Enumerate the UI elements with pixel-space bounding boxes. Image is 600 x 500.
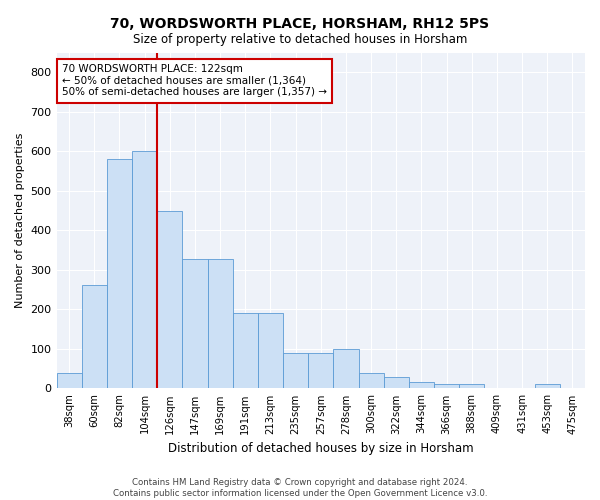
Bar (258, 312, 283, 388)
Bar (56, 374, 82, 388)
Bar (334, 349, 359, 389)
Bar (107, 159, 132, 388)
Bar (383, 376, 409, 388)
Text: Size of property relative to detached houses in Horsham: Size of property relative to detached ho… (133, 32, 467, 46)
Bar (157, 210, 182, 388)
Text: 70, WORDSWORTH PLACE, HORSHAM, RH12 5PS: 70, WORDSWORTH PLACE, HORSHAM, RH12 5PS (110, 18, 490, 32)
Y-axis label: Number of detached properties: Number of detached properties (15, 133, 25, 308)
X-axis label: Distribution of detached houses by size in Horsham: Distribution of detached houses by size … (168, 442, 473, 455)
Text: 70 WORDSWORTH PLACE: 122sqm
← 50% of detached houses are smaller (1,364)
50% of : 70 WORDSWORTH PLACE: 122sqm ← 50% of det… (62, 64, 327, 98)
Bar (535, 384, 560, 388)
Text: Contains HM Land Registry data © Crown copyright and database right 2024.
Contai: Contains HM Land Registry data © Crown c… (113, 478, 487, 498)
Bar (132, 152, 157, 388)
Bar (283, 353, 308, 388)
Bar (233, 312, 258, 388)
Bar (182, 259, 208, 388)
Bar (409, 382, 434, 388)
Bar (434, 384, 459, 388)
Bar (308, 353, 334, 388)
Bar (459, 384, 484, 388)
Bar (208, 259, 233, 388)
Bar (82, 285, 107, 389)
Bar (359, 374, 383, 388)
